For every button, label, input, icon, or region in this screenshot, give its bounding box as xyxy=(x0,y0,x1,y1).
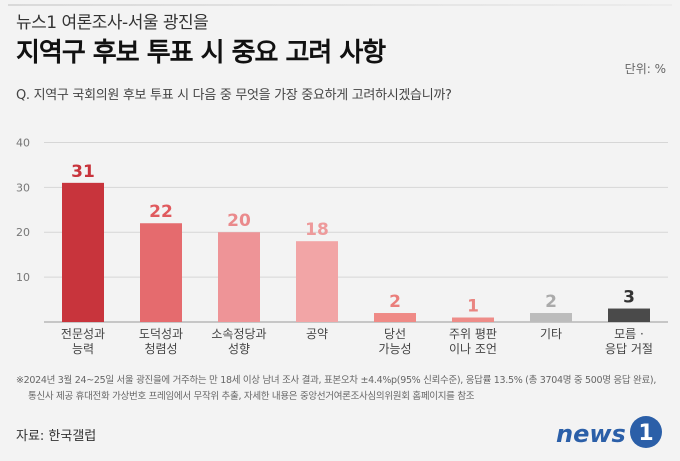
bar-value-label: 22 xyxy=(149,202,173,222)
bar xyxy=(140,223,182,322)
survey-question: Q. 지역구 국회의원 후보 투표 시 다음 중 무엇을 가장 중요하게 고려하… xyxy=(16,88,452,103)
bar-value-label: 31 xyxy=(71,162,95,182)
bar xyxy=(296,241,338,322)
x-tick-label: 능력 xyxy=(72,342,94,356)
bar xyxy=(62,182,104,322)
x-tick-label: 소속정당과 xyxy=(211,327,266,341)
footnote-line: 통신사 제공 휴대전화 가상번호 프레임에서 무작위 추출, 자세한 내용은 중… xyxy=(28,391,475,402)
x-tick-label: 기타 xyxy=(540,327,562,341)
y-tick-label: 20 xyxy=(16,226,30,239)
bar xyxy=(530,313,572,322)
survey-kicker: 뉴스1 여론조사-서울 광진을 xyxy=(16,13,209,33)
svg-text:1: 1 xyxy=(638,421,653,446)
news1-logo-text: news xyxy=(556,420,626,448)
news1-logo-mark: 1 xyxy=(630,416,662,448)
x-tick-label: 공약 xyxy=(306,326,328,341)
x-tick-label: 성향 xyxy=(228,342,250,356)
x-tick-label: 전문성과 xyxy=(61,327,105,341)
y-tick-label: 10 xyxy=(16,271,30,284)
top-divider xyxy=(8,4,672,6)
x-tick-label: 이나 조언 xyxy=(449,342,497,356)
chart-title: 지역구 후보 투표 시 중요 고려 사항 xyxy=(16,38,386,68)
y-tick-label: 30 xyxy=(16,181,30,194)
footnote-line: ※2024년 3월 24~25일 서울 광진을에 거주하는 만 18세 이상 남… xyxy=(16,375,657,386)
x-tick-label: 가능성 xyxy=(378,342,411,356)
bar-value-label: 2 xyxy=(389,292,401,312)
bar xyxy=(608,308,650,322)
x-tick-label: 모름 · xyxy=(614,327,644,341)
bar-value-label: 1 xyxy=(467,297,479,317)
news1-logo: news 1 xyxy=(556,416,662,448)
bar xyxy=(218,232,260,322)
x-tick-label: 청렴성 xyxy=(144,342,177,356)
survey-footnote: ※2024년 3월 24~25일 서울 광진을에 거주하는 만 18세 이상 남… xyxy=(16,373,666,405)
bar xyxy=(452,317,494,322)
bar-chart: 1020304031전문성과능력22도덕성과청렴성20소속정당과성향18공약2당… xyxy=(16,136,668,356)
y-tick-label: 40 xyxy=(16,136,30,149)
source-label: 자료: 한국갤럽 xyxy=(16,429,97,444)
bar-value-label: 3 xyxy=(623,288,635,308)
bar-value-label: 18 xyxy=(305,220,329,240)
bar xyxy=(374,313,416,322)
x-tick-label: 도덕성과 xyxy=(139,327,183,341)
x-tick-label: 당선 xyxy=(384,327,406,341)
x-tick-label: 응답 거절 xyxy=(605,342,653,356)
x-tick-label: 주위 평판 xyxy=(449,327,497,341)
unit-label: 단위: % xyxy=(624,62,666,76)
bar-value-label: 2 xyxy=(545,292,557,312)
bar-value-label: 20 xyxy=(227,211,251,231)
